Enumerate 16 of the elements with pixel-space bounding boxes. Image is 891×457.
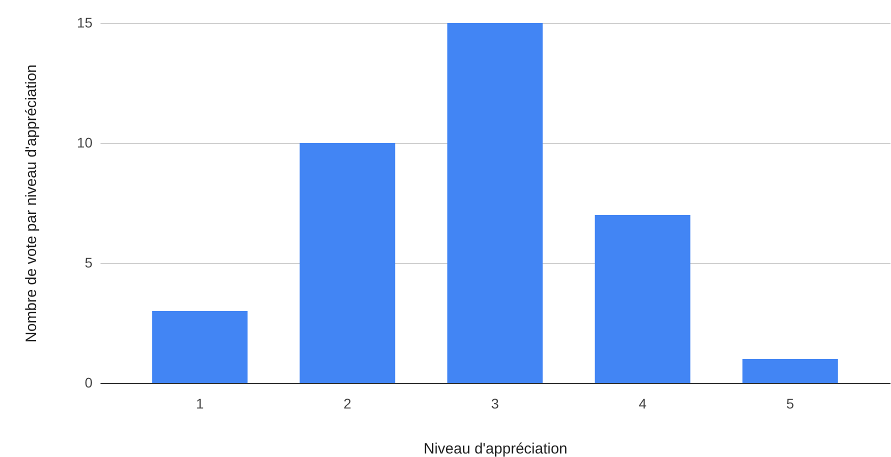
y-axis-title: Nombre de vote par niveau d'appréciation — [22, 64, 40, 343]
bar — [447, 23, 543, 383]
x-tick-label: 5 — [786, 396, 794, 412]
bar — [152, 311, 248, 383]
y-tick-label: 10 — [76, 134, 93, 150]
x-tick-label: 1 — [196, 396, 204, 412]
bar — [300, 143, 396, 383]
x-tick-label: 2 — [344, 396, 352, 412]
y-tick-label: 0 — [84, 374, 93, 390]
x-tick-label: 4 — [638, 396, 647, 412]
x-tick-label: 3 — [491, 396, 500, 412]
y-tick-label: 15 — [76, 14, 93, 30]
x-axis-title: Niveau d'appréciation — [424, 440, 568, 457]
bar — [742, 359, 838, 383]
bar — [594, 215, 690, 383]
y-tick-label: 5 — [84, 254, 93, 270]
